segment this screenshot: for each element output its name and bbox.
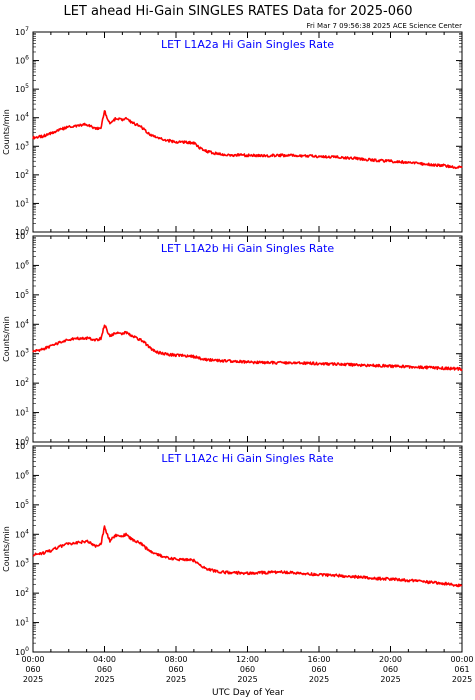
- y-tick-label: 104: [15, 528, 29, 539]
- x-tick-year: 2025: [309, 675, 329, 684]
- y-tick-label: 100: [15, 436, 29, 447]
- x-tick-time: 20:00: [379, 655, 402, 664]
- y-tick-label: 101: [15, 197, 29, 208]
- y-tick-label: 103: [15, 140, 29, 151]
- x-tick-time: 16:00: [307, 655, 330, 664]
- x-tick-time: 00:00: [450, 655, 473, 664]
- y-tick-label: 101: [15, 617, 29, 628]
- series-line: [32, 110, 463, 170]
- y-tick-label: 102: [15, 169, 29, 180]
- x-tick-doy: 060: [311, 665, 326, 674]
- x-tick-year: 2025: [452, 675, 472, 684]
- y-tick-label: 104: [15, 318, 29, 329]
- page-title: LET ahead Hi-Gain SINGLES RATES Data for…: [63, 4, 412, 19]
- x-tick-time: 08:00: [164, 655, 187, 664]
- y-tick-label: 101: [15, 407, 29, 418]
- y-tick-label: 102: [15, 587, 29, 598]
- x-tick-doy: 060: [383, 665, 398, 674]
- y-tick-label: 107: [15, 440, 29, 451]
- y-tick-label: 106: [15, 55, 29, 66]
- y-tick-label: 100: [15, 646, 29, 657]
- panel-title: LET L1A2b Hi Gain Singles Rate: [161, 242, 335, 255]
- x-tick-doy: 060: [240, 665, 255, 674]
- series-line: [32, 525, 463, 588]
- chart-panel-3: 100 101 102 103 104 105 106 107 Counts/min LET L1…: [2, 440, 463, 657]
- x-tick-doy: 060: [168, 665, 183, 674]
- chart-panel-1: 100 101 102 103 104 105 106 107 Counts/min LET L1…: [2, 26, 463, 237]
- y-axis-label: Counts/min: [2, 526, 11, 572]
- y-tick-label: 104: [15, 112, 29, 123]
- panel-title: LET L1A2c Hi Gain Singles Rate: [161, 452, 334, 465]
- x-tick-time: 12:00: [236, 655, 259, 664]
- y-tick-label: 105: [15, 83, 29, 94]
- x-tick-doy: 061: [454, 665, 469, 674]
- plot-frame: [32, 31, 463, 233]
- x-tick-time: 04:00: [93, 655, 116, 664]
- y-tick-label: 107: [15, 230, 29, 241]
- series-line: [32, 324, 463, 372]
- x-axis-label: UTC Day of Year: [212, 688, 284, 698]
- y-tick-label: 106: [15, 259, 29, 270]
- y-tick-label: 105: [15, 499, 29, 510]
- y-tick-label: 103: [15, 348, 29, 359]
- x-tick-time: 00:00: [21, 655, 44, 664]
- x-tick-doy: 060: [25, 665, 40, 674]
- panel-title: LET L1A2a Hi Gain Singles Rate: [161, 38, 334, 51]
- x-tick-year: 2025: [380, 675, 400, 684]
- y-tick-label: 107: [15, 26, 29, 37]
- x-tick-year: 2025: [94, 675, 114, 684]
- x-tick-year: 2025: [166, 675, 186, 684]
- y-tick-label: 103: [15, 558, 29, 569]
- y-tick-label: 100: [15, 226, 29, 237]
- x-tick-doy: 060: [97, 665, 112, 674]
- plot-frame: [32, 445, 463, 653]
- y-axis-label: Counts/min: [2, 316, 11, 362]
- y-tick-label: 106: [15, 469, 29, 480]
- timestamp: Fri Mar 7 09:56:38 2025 ACE Science Cent…: [306, 22, 462, 30]
- x-tick-year: 2025: [23, 675, 43, 684]
- y-tick-label: 102: [15, 377, 29, 388]
- x-tick-year: 2025: [237, 675, 257, 684]
- chart-panel-2: 100 101 102 103 104 105 106 107 Counts/min LET L1…: [2, 230, 463, 447]
- y-tick-label: 105: [15, 289, 29, 300]
- y-axis-label: Counts/min: [2, 109, 11, 155]
